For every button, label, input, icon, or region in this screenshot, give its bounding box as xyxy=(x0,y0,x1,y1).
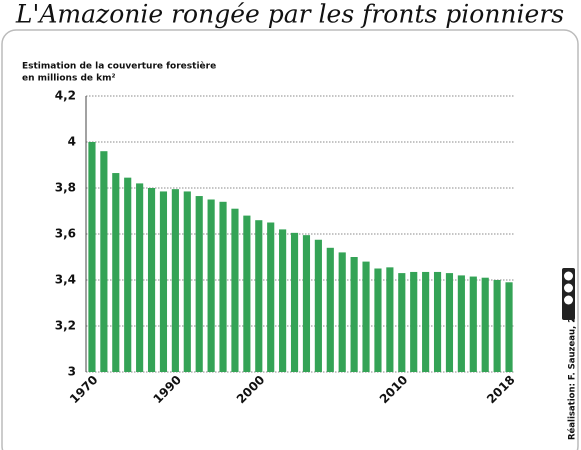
x-tick-label: 1990 xyxy=(150,373,184,407)
bar xyxy=(338,252,346,372)
bar xyxy=(398,273,406,372)
y-tick-label: 4 xyxy=(68,135,76,149)
bar xyxy=(433,271,442,372)
bar xyxy=(302,235,311,372)
bar xyxy=(267,222,275,372)
bar xyxy=(457,275,465,372)
bar xyxy=(255,220,263,372)
bar xyxy=(159,191,168,372)
y-tick-label: 3 xyxy=(68,365,76,379)
y-tick-label: 4,2 xyxy=(55,89,76,103)
bar xyxy=(350,257,358,372)
bar xyxy=(314,239,322,372)
bar xyxy=(326,247,334,372)
bar xyxy=(481,277,489,372)
bar xyxy=(100,151,108,372)
bar xyxy=(374,268,382,372)
y-axis-title: Estimation de la couverture forestière xyxy=(22,61,216,72)
y-tick-label: 3,8 xyxy=(55,181,76,195)
bar xyxy=(445,273,454,372)
credit: Réalisation: F. Sauzeau, 2020 xyxy=(567,299,578,440)
bar xyxy=(243,215,251,372)
bar xyxy=(469,276,477,372)
x-tick-label: 2018 xyxy=(484,373,518,407)
bar xyxy=(231,208,239,372)
bar xyxy=(88,142,96,372)
x-tick-label: 2010 xyxy=(377,373,411,407)
y-axis-title: en millions de km² xyxy=(22,74,115,84)
bar xyxy=(422,271,430,372)
bar xyxy=(279,229,287,372)
bar xyxy=(290,232,299,372)
bar xyxy=(219,201,227,372)
bar xyxy=(136,183,144,372)
bar xyxy=(183,191,191,372)
bar xyxy=(386,267,394,372)
card-frame xyxy=(1,29,579,450)
y-tick-label: 3,4 xyxy=(55,273,76,287)
bar xyxy=(195,196,203,372)
bar xyxy=(505,282,513,372)
y-tick-label: 3,6 xyxy=(55,227,76,241)
bar xyxy=(362,261,370,372)
y-tick-label: 3,2 xyxy=(55,319,76,333)
license-icon xyxy=(562,268,575,320)
chart-title: L'Amazonie rongée par les fronts pionnie… xyxy=(15,0,564,29)
bar xyxy=(207,199,215,372)
bar xyxy=(171,189,179,372)
bar xyxy=(124,177,132,372)
bar xyxy=(493,280,501,372)
bar xyxy=(410,271,418,372)
x-tick-label: 2000 xyxy=(234,373,268,407)
bar xyxy=(147,188,156,372)
bar xyxy=(112,173,120,372)
